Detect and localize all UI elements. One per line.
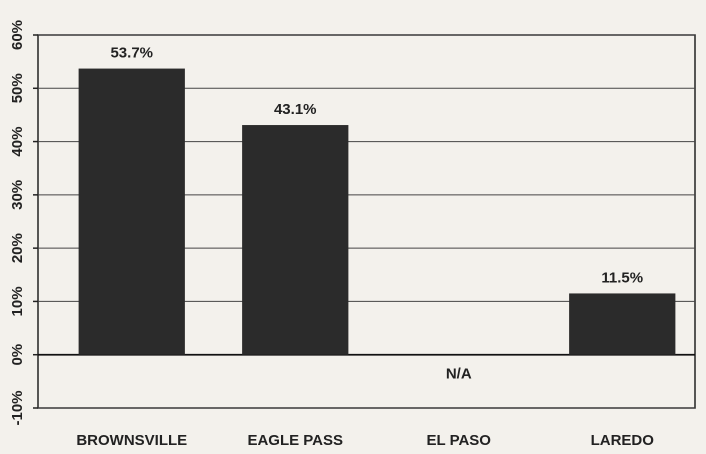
x-tick-label: LAREDO (591, 432, 655, 449)
x-tick-label: EL PASO (427, 432, 492, 449)
y-tick-label: 30% (9, 180, 26, 210)
y-tick-label: 20% (9, 233, 26, 263)
bar (569, 293, 676, 355)
value-label: N/A (446, 366, 472, 383)
y-tick-label: 50% (9, 73, 26, 103)
value-label: 43.1% (274, 101, 317, 118)
y-tick-label: 60% (9, 20, 26, 50)
y-tick-label: 40% (9, 127, 26, 157)
bar (242, 125, 349, 355)
value-label: 11.5% (601, 269, 643, 286)
y-tick-label: -10% (9, 390, 26, 425)
x-tick-label: EAGLE PASS (247, 432, 343, 449)
y-tick-label: 10% (9, 286, 26, 316)
value-label: 53.7% (110, 45, 153, 62)
bar (78, 68, 185, 355)
y-tick-label: 0% (9, 344, 26, 366)
x-tick-label: BROWNSVILLE (76, 432, 187, 449)
